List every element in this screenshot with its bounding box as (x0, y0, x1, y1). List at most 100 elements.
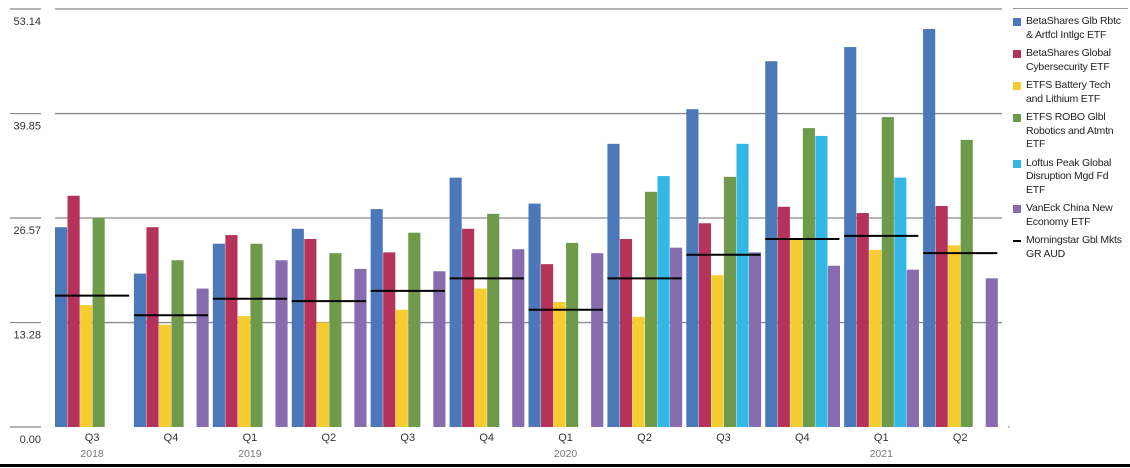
bar-2 (711, 275, 724, 427)
legend-label: VanEck China New Economy ETF (1026, 202, 1113, 228)
x-year-label: 2019 (238, 448, 262, 460)
bar-1 (225, 235, 238, 427)
bar-1 (698, 223, 711, 427)
bar-1 (777, 206, 790, 427)
bar-3 (487, 213, 500, 427)
bottom-border (0, 464, 1130, 467)
bar-1 (67, 195, 80, 427)
bar-1 (304, 239, 317, 427)
bar-2 (869, 250, 882, 427)
bar-5 (512, 249, 525, 427)
bar-5 (275, 260, 288, 427)
bar-4 (815, 135, 828, 428)
y-tick-label: 39.85 (13, 121, 41, 133)
legend-label: ETFS Battery Tech and Lithium ETF (1026, 79, 1111, 105)
legend-label: ETFS ROBO Glbl Robotics and Atmtn ETF (1026, 111, 1114, 150)
bar-0 (370, 209, 383, 427)
bar-0 (765, 61, 778, 427)
bar-1 (541, 264, 554, 427)
legend-item: BetaShares Global Cybersecurity ETF (1013, 47, 1128, 74)
x-tick-label: Q1 (558, 432, 573, 444)
bar-2 (395, 309, 408, 427)
bar-2 (474, 288, 487, 427)
bar-5 (670, 247, 683, 427)
x-tick-label: Q1 (243, 432, 258, 444)
legend-item: Loftus Peak Global Disruption Mgd Fd ETF (1013, 157, 1128, 198)
bar-2 (790, 239, 803, 427)
legend-item: VanEck China New Economy ETF (1013, 202, 1128, 229)
bar-5 (985, 278, 998, 427)
legend-swatch (1013, 82, 1021, 90)
bar-0 (528, 203, 541, 427)
x-year-label: 2021 (870, 448, 894, 460)
bar-2 (158, 324, 172, 427)
y-tick-label: 53.14 (13, 16, 41, 28)
bar-2 (80, 305, 93, 427)
bar-1 (856, 213, 869, 427)
bar-3 (960, 139, 973, 427)
bar-0 (449, 177, 462, 427)
legend-swatch (1013, 159, 1021, 168)
legend-swatch (1013, 114, 1021, 122)
legend-label: BetaShares Glb Rbtc & Artfcl Intlgc ETF (1026, 15, 1121, 41)
bar-3 (171, 260, 184, 427)
legend-swatch (1013, 205, 1021, 213)
bar-3 (881, 117, 894, 427)
legend-item: ETFS ROBO Glbl Robotics and Atmtn ETF (1013, 111, 1128, 152)
bar-1 (619, 239, 633, 427)
bar-5 (433, 271, 446, 427)
legend-line (1013, 240, 1021, 242)
bar-3 (802, 128, 815, 427)
bar-0 (133, 273, 147, 427)
bar-3 (644, 191, 658, 427)
legend-label: Morningstar Gbl Mkts GR AUD (1026, 234, 1122, 260)
bar-4 (736, 143, 749, 427)
bar-0 (212, 243, 225, 427)
bar-0 (686, 109, 699, 428)
y-tick-label: 26.57 (13, 225, 41, 237)
bar-5 (196, 288, 209, 427)
bar-1 (462, 228, 475, 427)
bar-0 (607, 143, 620, 427)
bar-4 (657, 176, 670, 427)
x-tick-label: Q2 (321, 432, 336, 444)
y-tick-label: 13.28 (13, 330, 41, 342)
bar-3 (92, 217, 105, 427)
bar-5 (906, 269, 919, 427)
legend-label: BetaShares Global Cybersecurity ETF (1026, 47, 1111, 73)
bar-3 (250, 243, 263, 427)
bar-5 (591, 253, 604, 427)
legend-label: Loftus Peak Global Disruption Mgd Fd ETF (1026, 156, 1112, 196)
bar-chart: 0.00 13.28 26.57 39.85 53.14 Q3 2018 Q4 Q1 2019 Q2… (10, 8, 1010, 460)
x-tick-label: Q3 (716, 432, 731, 444)
bar-2 (316, 322, 329, 427)
x-year-label: 2018 (80, 448, 104, 460)
bar-0 (291, 228, 304, 427)
x-tick-label: Q2 (953, 432, 968, 444)
bar-3 (329, 253, 342, 427)
bar-5 (354, 268, 367, 427)
legend-swatch (1013, 50, 1021, 58)
x-tick-label: Q1 (874, 432, 889, 444)
bar-0 (923, 28, 936, 428)
bar-0 (844, 47, 857, 428)
x-tick-label: Q2 (637, 432, 652, 444)
bar-1 (383, 252, 396, 427)
bar-1 (935, 205, 948, 427)
bar-3 (723, 176, 737, 427)
legend-item: ETFS Battery Tech and Lithium ETF (1013, 79, 1128, 106)
bar-5 (827, 265, 841, 427)
y-tick-label: 0.00 (20, 434, 41, 446)
legend-item: BetaShares Glb Rbtc & Artfcl Intlgc ETF (1013, 15, 1128, 42)
x-tick-label: Q4 (164, 432, 179, 444)
bar-2 (553, 301, 566, 427)
x-year-label: 2020 (554, 448, 578, 460)
legend-swatch (1013, 18, 1021, 26)
bar-4 (894, 177, 907, 427)
bar-3 (566, 242, 579, 427)
bar-3 (408, 232, 421, 427)
x-tick-label: Q4 (795, 432, 810, 444)
bar-2 (632, 316, 645, 427)
legend-item: Morningstar Gbl Mkts GR AUD (1013, 234, 1128, 261)
bar-2 (948, 245, 961, 427)
